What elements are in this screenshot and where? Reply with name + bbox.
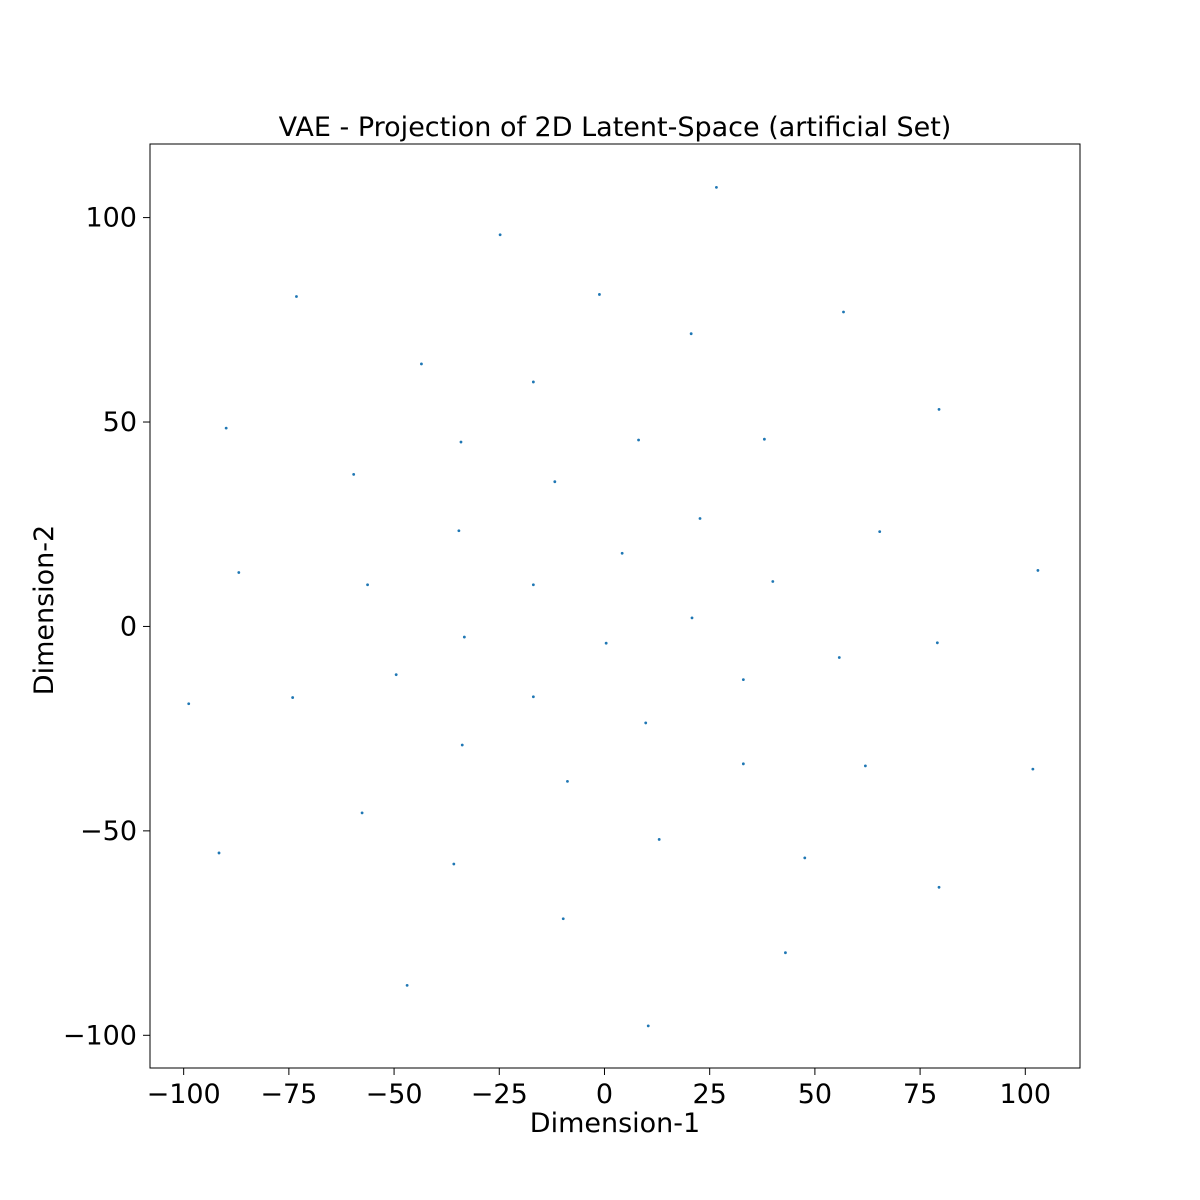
y-tick-label: −100: [63, 1020, 137, 1051]
data-point: [620, 551, 624, 555]
data-point: [784, 951, 787, 955]
data-point: [771, 580, 775, 583]
data-point: [360, 811, 364, 815]
data-point: [291, 696, 295, 699]
x-tick-label: −25: [471, 1079, 528, 1110]
data-point: [762, 437, 766, 441]
data-point: [937, 407, 941, 411]
x-tick-label: −75: [260, 1079, 317, 1110]
x-tick-label: 75: [903, 1079, 937, 1110]
data-point: [690, 616, 694, 620]
data-point: [741, 678, 745, 681]
y-tick-label: −50: [80, 816, 137, 847]
plot-frame: [149, 143, 1081, 1069]
x-tick-label: −100: [147, 1079, 221, 1110]
data-point: [657, 838, 661, 841]
x-tick-label: 0: [596, 1079, 613, 1110]
data-point: [394, 673, 398, 677]
points-layer: [187, 185, 1040, 1028]
data-point: [405, 984, 409, 987]
data-point: [803, 856, 807, 860]
data-point: [646, 1024, 650, 1028]
data-point: [462, 635, 466, 639]
x-tick-label: 50: [798, 1079, 832, 1110]
x-axis-label: Dimension-1: [530, 1108, 700, 1139]
data-point: [689, 332, 693, 336]
data-point: [457, 529, 461, 533]
data-point: [935, 641, 939, 645]
x-tick-label: 100: [1000, 1079, 1052, 1110]
data-point: [237, 571, 241, 574]
data-point: [878, 530, 882, 533]
data-point: [715, 185, 718, 189]
data-point: [224, 426, 228, 430]
y-tick-label: 100: [85, 203, 137, 234]
data-point: [698, 517, 702, 520]
data-point: [295, 295, 298, 298]
y-axis: 100 50 0 −50 −100: [63, 203, 150, 1051]
data-point: [553, 480, 557, 484]
data-point: [741, 762, 745, 766]
data-point: [452, 862, 456, 866]
data-point: [644, 721, 648, 725]
data-point: [531, 583, 535, 587]
data-point: [531, 695, 535, 699]
x-tick-label: 25: [693, 1079, 727, 1110]
data-point: [420, 362, 423, 366]
data-point: [566, 779, 569, 783]
data-point: [937, 885, 941, 889]
data-point: [366, 583, 369, 587]
data-point: [352, 472, 356, 476]
x-tick-label: −50: [366, 1079, 423, 1110]
data-point: [531, 380, 535, 384]
data-point: [637, 438, 640, 442]
data-point: [217, 851, 221, 855]
data-point: [604, 641, 608, 645]
x-axis: −100 −75 −50 −25 0 25 50 75 100: [147, 1068, 1051, 1110]
data-point: [460, 743, 464, 747]
y-axis-label: Dimension-2: [29, 525, 60, 695]
data-point: [837, 656, 841, 659]
data-point: [459, 440, 463, 444]
chart-title: VAE - Projection of 2D Latent-Space (art…: [279, 112, 952, 143]
data-point: [187, 702, 191, 706]
data-point: [863, 764, 867, 768]
data-point: [561, 917, 565, 921]
data-point: [1031, 767, 1035, 771]
data-point: [598, 293, 601, 296]
y-tick-label: 0: [120, 611, 137, 642]
y-tick-label: 50: [103, 407, 137, 438]
data-point: [1036, 569, 1040, 572]
data-point: [842, 310, 845, 314]
data-point: [498, 233, 502, 237]
